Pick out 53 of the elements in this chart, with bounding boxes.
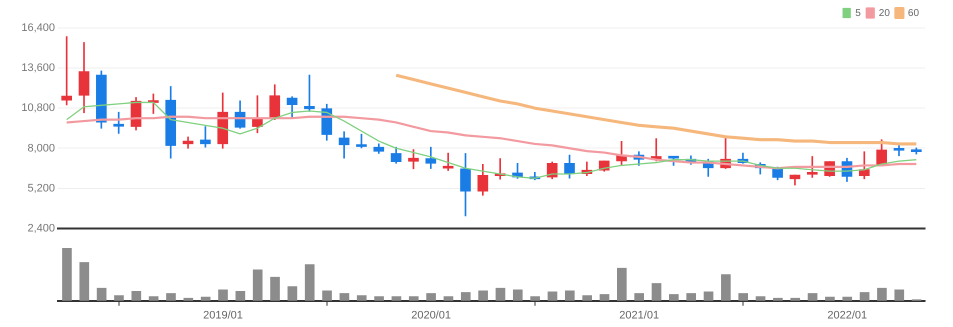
bar [166,293,176,301]
candlestick [356,134,367,148]
bar [374,296,384,301]
bar [340,293,350,301]
bar [704,292,714,301]
legend-label: 5 [855,8,862,19]
bar [652,283,662,301]
bar [669,294,679,301]
bar [460,292,471,301]
bar [79,262,90,301]
y-tick-label: 2,400 [27,222,55,234]
x-tick-label: 2019/01 [203,309,243,322]
bar [600,294,610,301]
bar [444,296,454,301]
legend-label: 20 [878,8,890,19]
y-tick-label: 16,400 [21,22,55,34]
bar [236,291,246,301]
bar [721,274,731,301]
bar [738,293,748,301]
bar [322,290,332,301]
bar [304,264,315,301]
bar [218,289,228,301]
bar [62,248,72,301]
bar [288,286,298,301]
x-tick-label: 2022/01 [827,309,868,322]
y-tick-label: 10,800 [21,102,55,114]
bar [860,292,870,301]
bar [548,292,558,301]
bar [96,288,106,301]
x-tick-label: 2021/01 [619,309,660,322]
bar [617,268,627,301]
bar [426,293,436,301]
bar [686,293,696,301]
bar [808,293,818,301]
y-tick-label: 13,600 [21,62,55,74]
bar [634,293,644,301]
bar [114,295,124,301]
bar [131,291,142,301]
bar [512,289,523,301]
legend-label: 60 [908,8,920,19]
y-tick-label: 5,200 [27,182,55,194]
bar [478,290,488,301]
y-tick-label: 8,000 [27,142,55,154]
bar [582,295,592,301]
bar [894,289,904,301]
x-tick-label: 2020/01 [411,309,451,322]
bar [356,295,367,301]
bar [756,296,766,301]
bar [252,269,263,301]
bar [270,276,280,301]
bar [877,288,887,301]
bar [496,288,506,301]
bar [564,290,575,301]
